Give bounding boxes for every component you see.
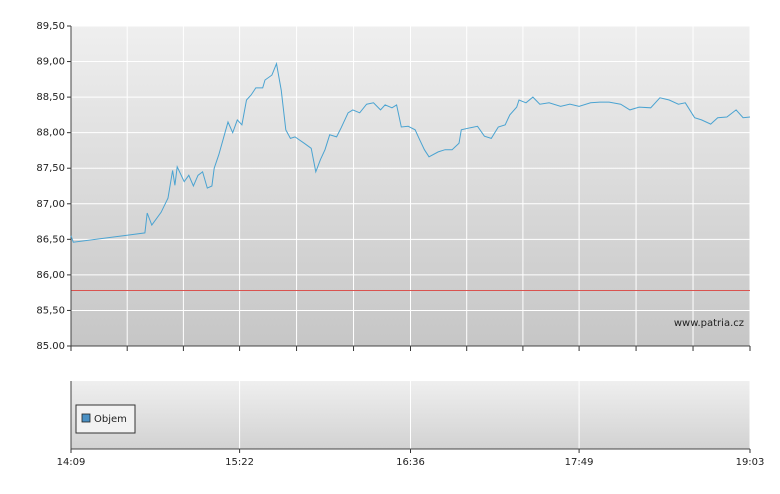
y-tick-label: 88,00 [36, 128, 65, 139]
x-tick-label: 17:49 [565, 457, 594, 468]
y-tick-label: 87,50 [36, 163, 65, 174]
y-tick-label: 89,50 [36, 21, 65, 32]
x-tick-label: 15:22 [225, 457, 254, 468]
x-tick-label: 16:36 [396, 457, 425, 468]
x-tick-label: 14:09 [57, 457, 86, 468]
legend-label: Objem [94, 414, 127, 425]
x-tick-label: 19:03 [736, 457, 765, 468]
y-tick-label: 89,00 [36, 57, 65, 68]
y-tick-label: 85,50 [36, 305, 65, 316]
y-tick-label: 86,50 [36, 234, 65, 245]
y-tick-label: 86,00 [36, 270, 65, 281]
watermark: www.patria.cz [674, 318, 744, 329]
y-tick-label: 88,50 [36, 92, 65, 103]
legend-swatch [81, 413, 91, 423]
y-tick-label: 87,00 [36, 199, 65, 210]
price-line [70, 61, 751, 243]
y-tick-label: 85.00 [36, 341, 65, 352]
